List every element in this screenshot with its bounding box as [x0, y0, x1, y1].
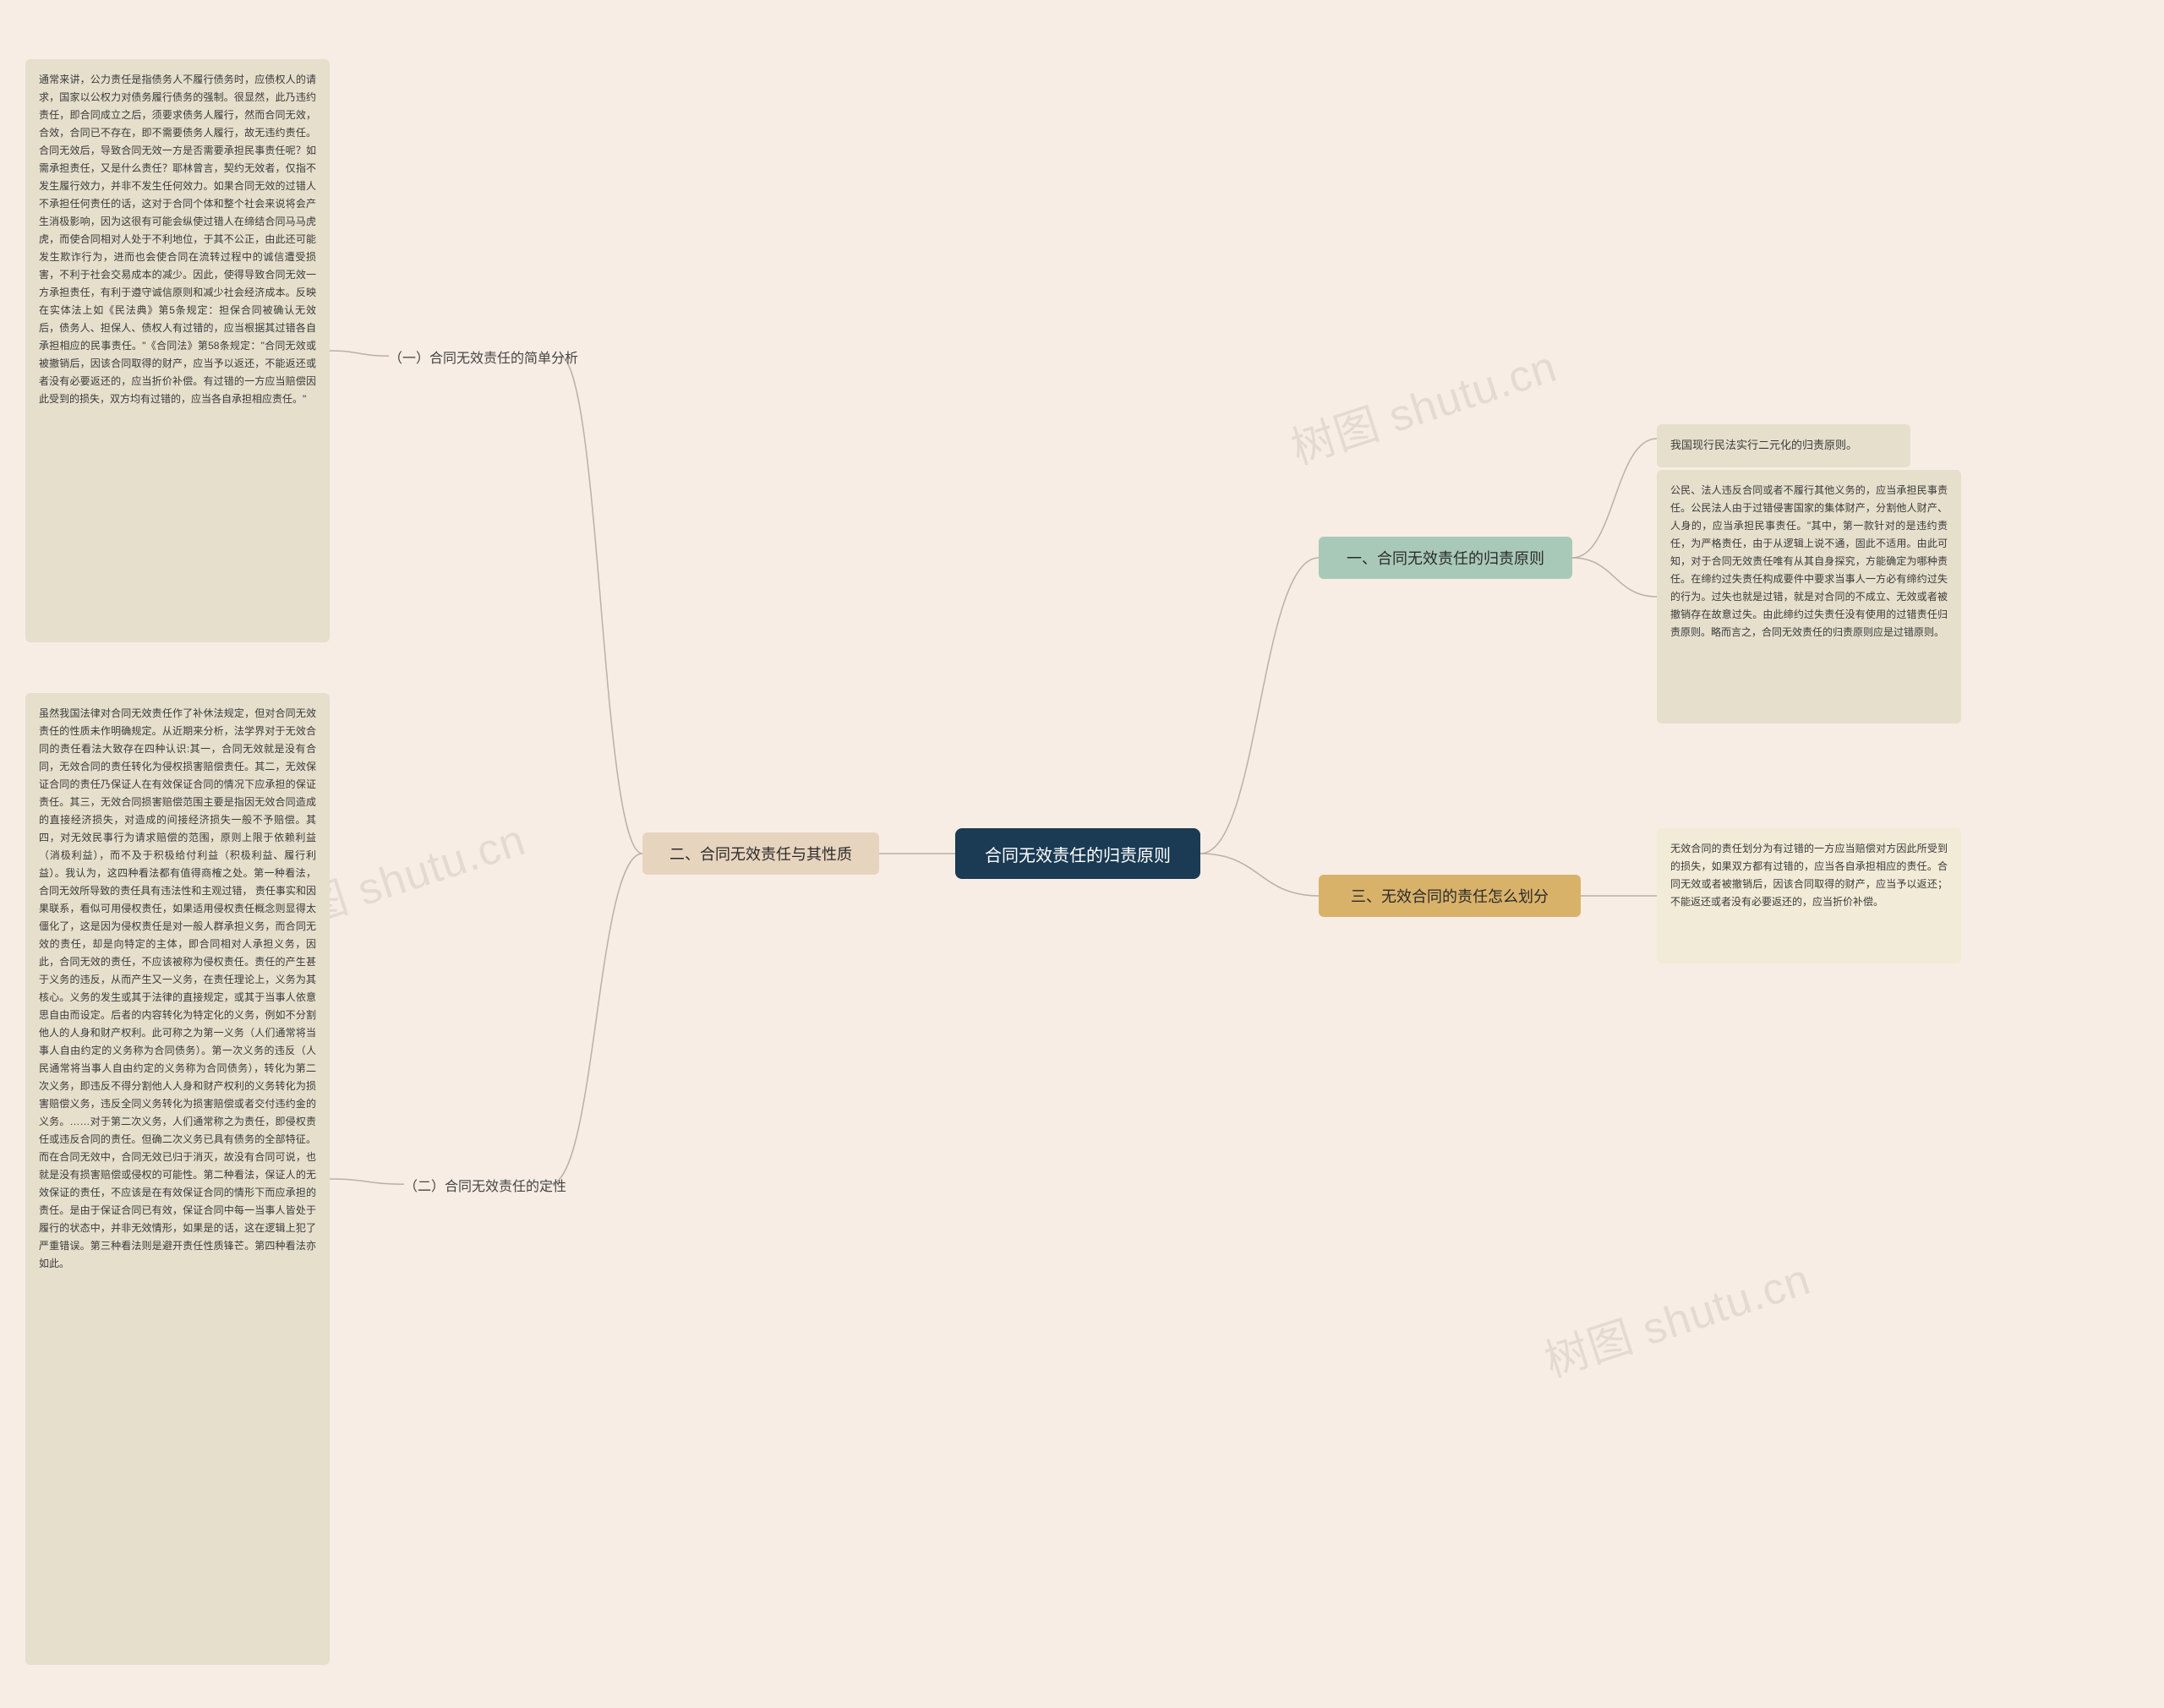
branch-b2: 二、合同无效责任与其性质 [642, 832, 879, 875]
watermark: 树图 shutu.cn [1535, 1243, 1817, 1389]
leaf-b1l1: 我国现行民法实行二元化的归责原则。 [1657, 424, 1910, 467]
branch-label: 三、无效合同的责任怎么划分 [1351, 885, 1549, 907]
branch-label: 一、合同无效责任的归责原则 [1347, 547, 1544, 569]
subbranch-b2s2: （二）合同无效责任的定性 [404, 1175, 566, 1195]
leaf-b3l1: 无效合同的责任划分为有过错的一方应当赔偿对方因此所受到的损失，如果双方都有过错的… [1657, 828, 1961, 963]
watermark: 树图 shutu.cn [1281, 330, 1563, 476]
leaf-b1l2: 公民、法人违反合同或者不履行其他义务的，应当承担民事责任。公民法人由于过错侵害国… [1657, 470, 1961, 723]
branch-b3: 三、无效合同的责任怎么划分 [1319, 875, 1581, 917]
root-label: 合同无效责任的归责原则 [985, 842, 1171, 866]
branch-label: 二、合同无效责任与其性质 [669, 843, 852, 865]
root-node: 合同无效责任的归责原则 [955, 828, 1200, 879]
leaf-b2s1l1: 通常来讲，公力责任是指债务人不履行债务时，应债权人的请求，国家以公权力对债务履行… [25, 59, 330, 642]
branch-b1: 一、合同无效责任的归责原则 [1319, 537, 1572, 579]
subbranch-b2s1: （一）合同无效责任的简单分析 [389, 347, 578, 367]
leaf-b2s2l1: 虽然我国法律对合同无效责任作了补休法规定，但对合同无效责任的性质未作明确规定。从… [25, 693, 330, 1665]
